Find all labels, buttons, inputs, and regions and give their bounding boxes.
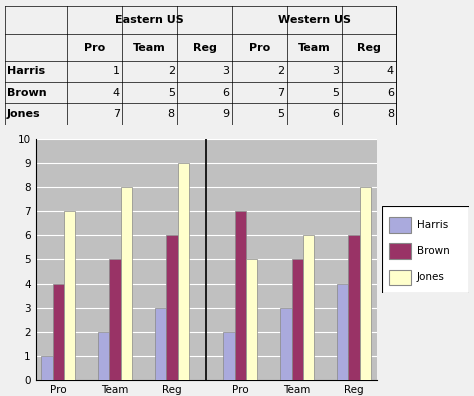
Text: 1: 1 xyxy=(113,66,120,76)
FancyBboxPatch shape xyxy=(389,244,410,259)
Text: 4: 4 xyxy=(113,88,120,98)
Text: Western US: Western US xyxy=(278,15,351,25)
Bar xyxy=(155,308,166,380)
FancyBboxPatch shape xyxy=(389,270,410,285)
Text: Reg: Reg xyxy=(357,42,381,53)
Bar xyxy=(360,187,371,380)
Bar xyxy=(280,308,292,380)
Text: 3: 3 xyxy=(332,66,339,76)
Text: Brown: Brown xyxy=(7,88,46,98)
Text: 2: 2 xyxy=(168,66,175,76)
Bar xyxy=(166,235,178,380)
Text: 9: 9 xyxy=(222,109,229,119)
Bar xyxy=(246,259,257,380)
Bar xyxy=(235,211,246,380)
Text: Pro: Pro xyxy=(249,42,270,53)
Bar xyxy=(303,235,314,380)
Text: 8: 8 xyxy=(387,109,394,119)
Text: Harris: Harris xyxy=(417,220,448,230)
Bar xyxy=(178,163,189,380)
Bar xyxy=(292,259,303,380)
Text: Jones: Jones xyxy=(7,109,41,119)
Text: 7: 7 xyxy=(113,109,120,119)
Text: Brown: Brown xyxy=(417,246,449,256)
Text: 5: 5 xyxy=(168,88,175,98)
Text: Team: Team xyxy=(133,42,166,53)
FancyBboxPatch shape xyxy=(389,217,410,233)
Bar xyxy=(337,284,348,380)
Bar xyxy=(64,211,75,380)
Text: Harris: Harris xyxy=(7,66,45,76)
Bar xyxy=(98,332,109,380)
Text: 7: 7 xyxy=(277,88,284,98)
FancyBboxPatch shape xyxy=(382,206,469,293)
Bar xyxy=(121,187,132,380)
Text: 5: 5 xyxy=(332,88,339,98)
Bar xyxy=(41,356,53,380)
Text: Reg: Reg xyxy=(192,42,217,53)
Text: Eastern US: Eastern US xyxy=(115,15,184,25)
Text: 2: 2 xyxy=(277,66,284,76)
Bar xyxy=(348,235,360,380)
Text: Team: Team xyxy=(298,42,330,53)
Bar xyxy=(53,284,64,380)
Text: Pro: Pro xyxy=(84,42,106,53)
Text: 5: 5 xyxy=(277,109,284,119)
Text: 6: 6 xyxy=(332,109,339,119)
Text: Jones: Jones xyxy=(417,272,445,282)
Text: 8: 8 xyxy=(168,109,175,119)
Text: 4: 4 xyxy=(387,66,394,76)
Bar xyxy=(223,332,235,380)
Text: 3: 3 xyxy=(223,66,229,76)
Text: 6: 6 xyxy=(387,88,394,98)
Bar xyxy=(109,259,121,380)
Text: 6: 6 xyxy=(223,88,229,98)
